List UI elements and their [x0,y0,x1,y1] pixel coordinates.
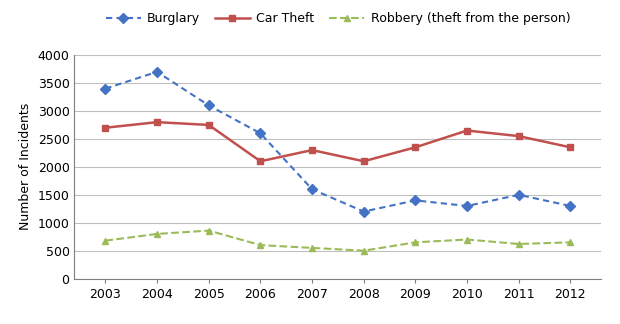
Robbery (theft from the person) [463,237,471,241]
Y-axis label: Number of Incidents: Number of Incidents [19,103,32,230]
Legend: Burglary, Car Theft, Robbery (theft from the person): Burglary, Car Theft, Robbery (theft from… [105,12,570,25]
Car Theft [515,134,523,138]
Robbery (theft from the person) [308,246,316,250]
Car Theft [463,129,471,133]
Line: Car Theft: Car Theft [102,119,574,165]
Burglary [153,70,161,74]
Line: Robbery (theft from the person): Robbery (theft from the person) [102,227,574,254]
Car Theft [308,148,316,152]
Burglary [515,193,523,197]
Burglary [308,187,316,191]
Car Theft [412,145,419,149]
Burglary [102,87,109,91]
Burglary [360,210,368,214]
Car Theft [153,120,161,124]
Burglary [205,103,213,107]
Robbery (theft from the person) [102,239,109,243]
Car Theft [567,145,574,149]
Car Theft [257,159,264,163]
Car Theft [205,123,213,127]
Robbery (theft from the person) [515,242,523,246]
Car Theft [360,159,368,163]
Line: Burglary: Burglary [102,68,574,215]
Robbery (theft from the person) [412,240,419,244]
Robbery (theft from the person) [257,243,264,247]
Robbery (theft from the person) [153,232,161,236]
Burglary [412,198,419,202]
Burglary [463,204,471,208]
Burglary [257,132,264,135]
Robbery (theft from the person) [205,229,213,233]
Robbery (theft from the person) [360,249,368,253]
Burglary [567,204,574,208]
Robbery (theft from the person) [567,240,574,244]
Car Theft [102,126,109,130]
